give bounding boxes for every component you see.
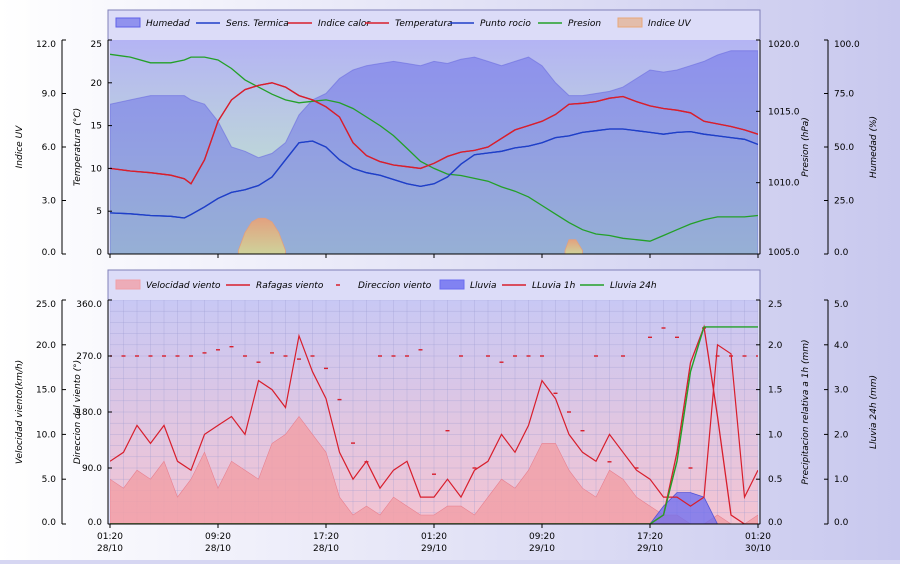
dir-tick-label: 360.0: [76, 300, 102, 310]
legend-swatch-6: [617, 17, 643, 28]
top-plot-area: [110, 40, 758, 254]
p24-tick-label: 4.0: [834, 341, 849, 351]
legend-label-1: Sens. Termica: [226, 19, 289, 29]
pres-tick-label: 1015.0: [768, 107, 800, 117]
p24-tick-label: 2.0: [834, 430, 849, 440]
legend-label-0: Humedad: [146, 19, 190, 29]
p24-axis-label: Lluvia 24h (mm): [869, 375, 879, 449]
temp-tick-label: 20: [91, 79, 103, 89]
p1h-tick-label: 1.0: [768, 430, 783, 440]
bottom-legend-label-0: Velocidad viento: [146, 281, 221, 291]
p1h-tick-label: 0.5: [768, 475, 782, 485]
vel-tick-label: 0.0: [42, 518, 57, 528]
dir-axis-label: Direccion del viento (°): [73, 360, 83, 464]
bottom-legend-label-2: Direccion viento: [358, 281, 432, 291]
vel-tick-label: 5.0: [42, 475, 57, 485]
bottom-legend: Velocidad viento Rafagas viento Direccion …: [115, 279, 657, 291]
bottom-legend-label-1: Rafagas viento: [256, 281, 324, 291]
uv-tick-label: 9.0: [42, 90, 57, 100]
temp-axis-label: Temperatura (°C): [73, 108, 83, 186]
x-tick-date: 30/10: [745, 544, 771, 554]
top-plot: [110, 50, 758, 254]
hum-tick-label: 25.0: [834, 197, 854, 207]
top-legend: Humedad Sens. Termica Indice calor Temperat…: [115, 17, 692, 29]
pres-tick-label: 1005.0: [768, 248, 800, 258]
legend-label-2: Indice calor: [318, 19, 371, 29]
series-temperatura: [110, 82, 758, 185]
top-axes: 12.0 9.0 6.0 3.0 0.0 Indice UV 25 20 15 10 5 0 Tempe…: [15, 39, 879, 258]
pres-tick-label: 1020.0: [768, 40, 800, 50]
x-tick-time: 01:20: [97, 532, 123, 542]
temp-tick-label: 25: [91, 40, 102, 50]
bottom-plot: [110, 324, 758, 524]
hum-axis-label: Humedad (%): [869, 116, 879, 178]
vel-tick-label: 15.0: [36, 386, 56, 396]
x-tick-date: 29/10: [529, 544, 555, 554]
vel-tick-label: 10.0: [36, 430, 56, 440]
hum-tick-label: 50.0: [834, 143, 854, 153]
series-punto-rocio: [110, 128, 758, 219]
bottom-legend-swatch-0: [115, 279, 141, 290]
pres-tick-label: 1010.0: [768, 179, 800, 189]
x-tick-time: 01:20: [745, 532, 771, 542]
legend-label-5: Presion: [568, 19, 601, 29]
x-tick-time: 17:20: [637, 532, 663, 542]
pres-axis-label: Presion (hPa): [801, 117, 811, 177]
x-tick-date: 28/10: [205, 544, 231, 554]
temp-tick-label: 0: [96, 248, 102, 258]
legend-swatch-0: [115, 17, 141, 28]
series-rafagas-viento: [110, 333, 758, 507]
p1h-tick-label: 2.0: [768, 341, 783, 351]
p24-tick-label: 5.0: [834, 300, 849, 310]
vel-tick-label: 20.0: [36, 341, 56, 351]
bottom-legend-label-3: Lluvia: [470, 281, 497, 291]
temp-tick-label: 15: [91, 122, 102, 132]
p24-tick-label: 1.0: [834, 475, 849, 485]
vel-axis-label: Velocidad viento(km/h): [15, 360, 25, 464]
series-presion: [110, 53, 758, 242]
x-tick-time: 09:20: [205, 532, 231, 542]
p1h-tick-label: 2.5: [768, 300, 782, 310]
dir-tick-label: 180.0: [76, 408, 102, 418]
uv-tick-label: 6.0: [42, 143, 57, 153]
hum-tick-label: 0.0: [834, 248, 849, 258]
x-tick-date: 29/10: [637, 544, 663, 554]
p24-tick-label: 0.0: [834, 518, 849, 528]
p24-tick-label: 3.0: [834, 386, 849, 396]
bottom-axes: 25.0 20.0 15.0 10.0 5.0 0.0 Velocidad viento(k…: [15, 299, 879, 554]
temp-tick-label: 10: [91, 164, 103, 174]
bottom-legend-swatch-3: [439, 279, 465, 290]
x-tick-date: 28/10: [313, 544, 339, 554]
series-indice-uv-0: [237, 217, 286, 254]
hum-tick-label: 75.0: [834, 90, 854, 100]
uv-tick-label: 3.0: [42, 197, 57, 207]
legend-label-6: Indice UV: [648, 19, 692, 29]
legend-label-4: Punto rocio: [480, 19, 531, 29]
legend-label-3: Temperatura: [395, 19, 453, 29]
dir-tick-label: 0.0: [88, 518, 103, 528]
dir-tick-label: 90.0: [82, 464, 102, 474]
uv-tick-label: 0.0: [42, 248, 57, 258]
p1h-tick-label: 0.0: [768, 518, 783, 528]
bottom-legend-label-5: Lluvia 24h: [610, 281, 657, 291]
x-tick-date: 28/10: [97, 544, 123, 554]
p1h-axis-label: Precipitacion relativa a 1h (mm): [801, 339, 811, 484]
bottom-legend-label-4: LLuvia 1h: [532, 281, 576, 291]
uv-axis-label: Indice UV: [15, 125, 25, 169]
bottom-grid: [110, 300, 758, 524]
x-tick-time: 01:20: [421, 532, 447, 542]
x-tick-time: 17:20: [313, 532, 339, 542]
series-indice-uv-1: [564, 239, 583, 254]
x-tick-time: 09:20: [529, 532, 555, 542]
p1h-tick-label: 1.5: [768, 386, 782, 396]
uv-tick-label: 12.0: [36, 40, 56, 50]
x-tick-date: 29/10: [421, 544, 447, 554]
vel-tick-label: 25.0: [36, 300, 56, 310]
temp-tick-label: 5: [96, 207, 102, 217]
dir-tick-label: 270.0: [76, 352, 102, 362]
hum-tick-label: 100.0: [834, 40, 860, 50]
